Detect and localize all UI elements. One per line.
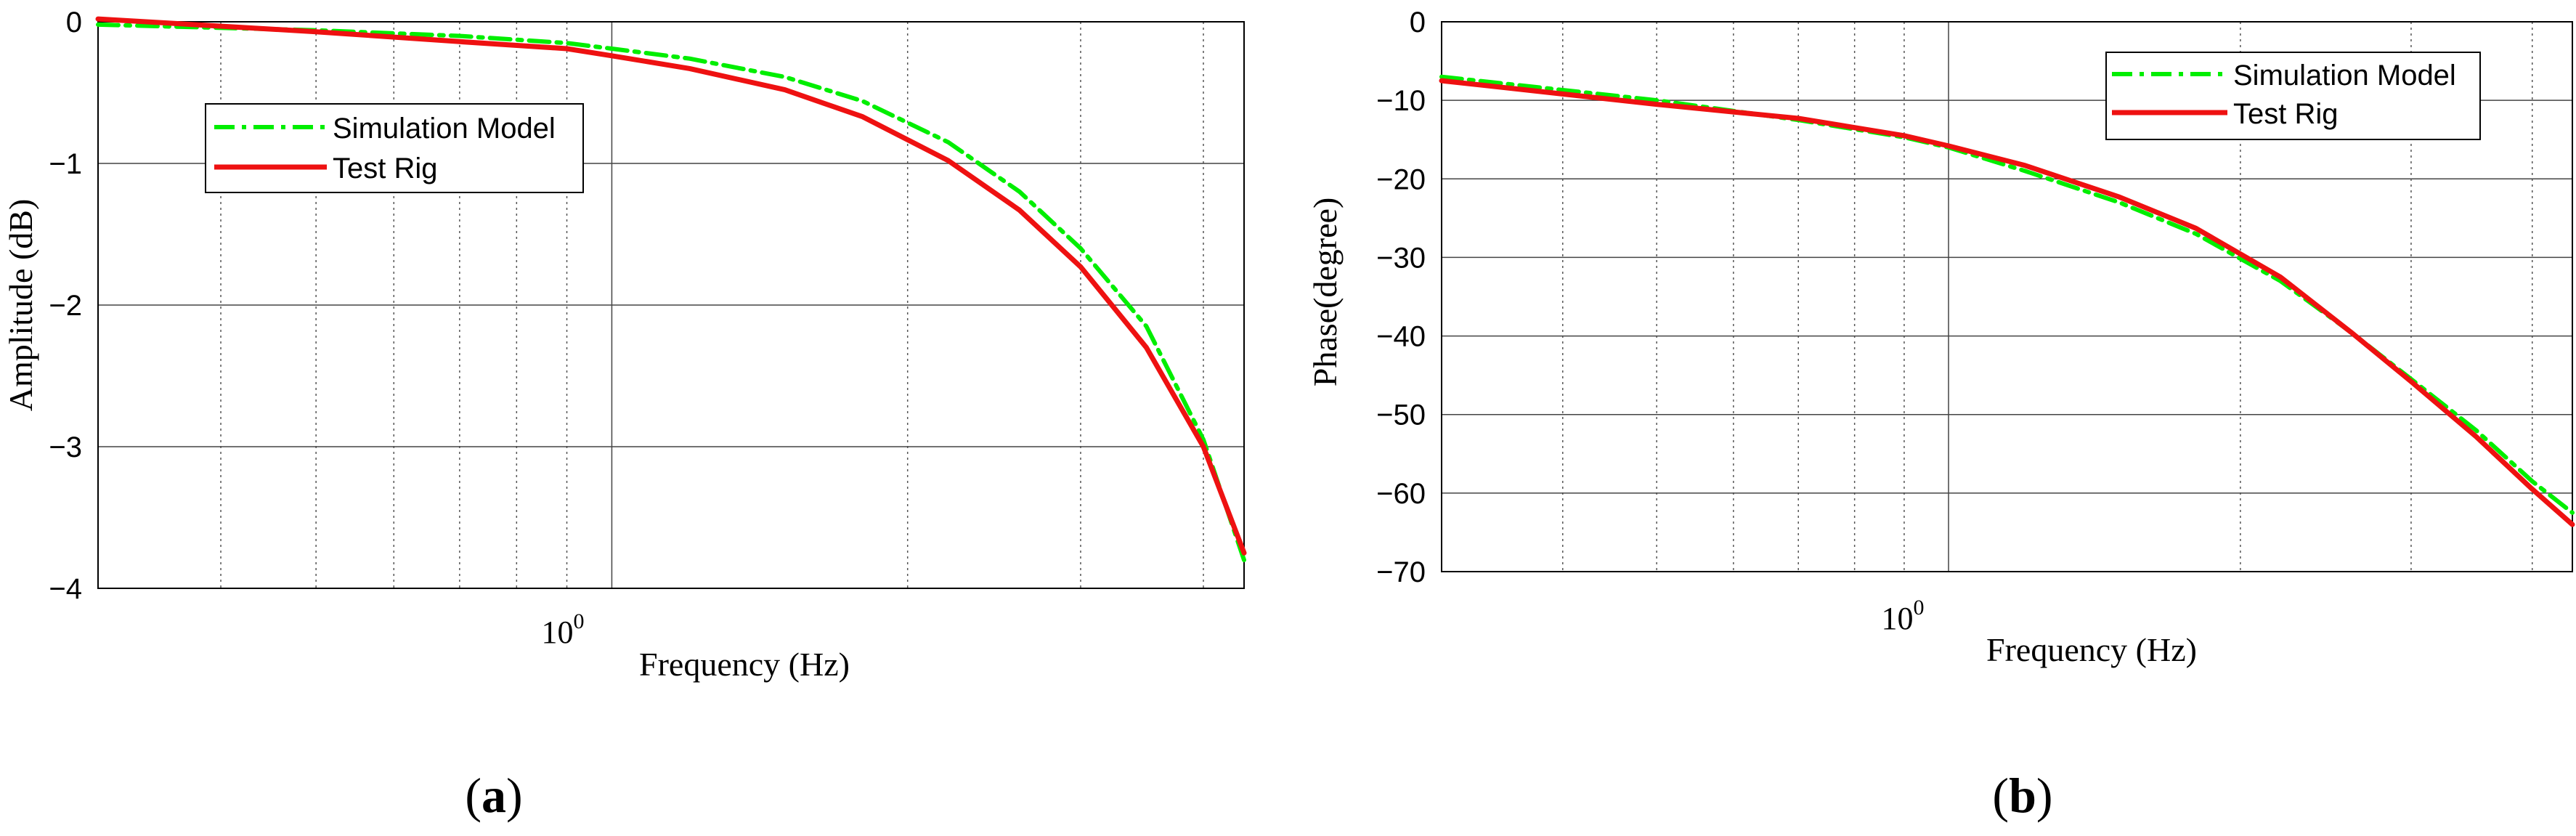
panel-label: (b) (1992, 768, 2052, 823)
y-tick-label: −20 (1376, 163, 1426, 195)
y-tick-label: −60 (1376, 478, 1426, 510)
y-tick-label: −2 (49, 290, 82, 322)
legend-label-testrig: Test Rig (333, 153, 438, 184)
y-tick-labels: 0 −10 −20 −30 −40 −50 −60 −70 (1376, 7, 1426, 588)
y-tick-label: −1 (49, 148, 82, 180)
series-line-simulation-model (1439, 74, 2575, 515)
y-tick-label: −70 (1376, 556, 1426, 588)
chart-panel-a: 0 −1 −2 −3 −4 100 Frequency (Hz) Amplitude (… (2, 7, 1247, 823)
series-line-simulation-model (96, 22, 1246, 562)
legend-label-testrig: Test Rig (2233, 98, 2339, 130)
series-group (1439, 74, 2575, 527)
y-tick-label: −3 (49, 431, 82, 463)
legend-box (205, 103, 584, 193)
x-tick-label: 100 (542, 609, 585, 650)
plot-frame (97, 21, 1245, 589)
series-line-test-rig (95, 16, 1247, 556)
x-axis-label: Frequency (Hz) (639, 646, 850, 683)
y-tick-label: 0 (1410, 7, 1426, 38)
y-axis-label: Phase(degree) (1307, 198, 1344, 387)
legend: Simulation Model Test Rig (2105, 52, 2481, 140)
y-axis-label: Amplitude (dB) (2, 199, 39, 412)
y-tick-labels: 0 −1 −2 −3 −4 (49, 7, 82, 605)
legend: Simulation Model Test Rig (205, 103, 584, 193)
y-tick-label: 0 (66, 7, 82, 38)
y-tick-label: −40 (1376, 321, 1426, 353)
y-tick-label: −10 (1376, 85, 1426, 117)
chart-panel-b: 0 −10 −20 −30 −40 −50 −60 −70 100 Frequency (Hz… (1307, 7, 2575, 823)
y-tick-label: −50 (1376, 399, 1426, 431)
x-tick-label: 100 (1882, 596, 1925, 636)
legend-label-simulation: Simulation Model (2233, 60, 2456, 92)
legend-box (2105, 52, 2481, 140)
series-group (95, 16, 1247, 562)
x-axis-label: Frequency (Hz) (1986, 631, 2197, 668)
y-tick-label: −30 (1376, 242, 1426, 274)
panel-label: (a) (465, 768, 522, 823)
y-tick-label: −4 (49, 573, 82, 605)
plot-frame (1441, 21, 2573, 572)
series-line-test-rig (1439, 78, 2575, 527)
legend-label-simulation: Simulation Model (333, 113, 556, 145)
